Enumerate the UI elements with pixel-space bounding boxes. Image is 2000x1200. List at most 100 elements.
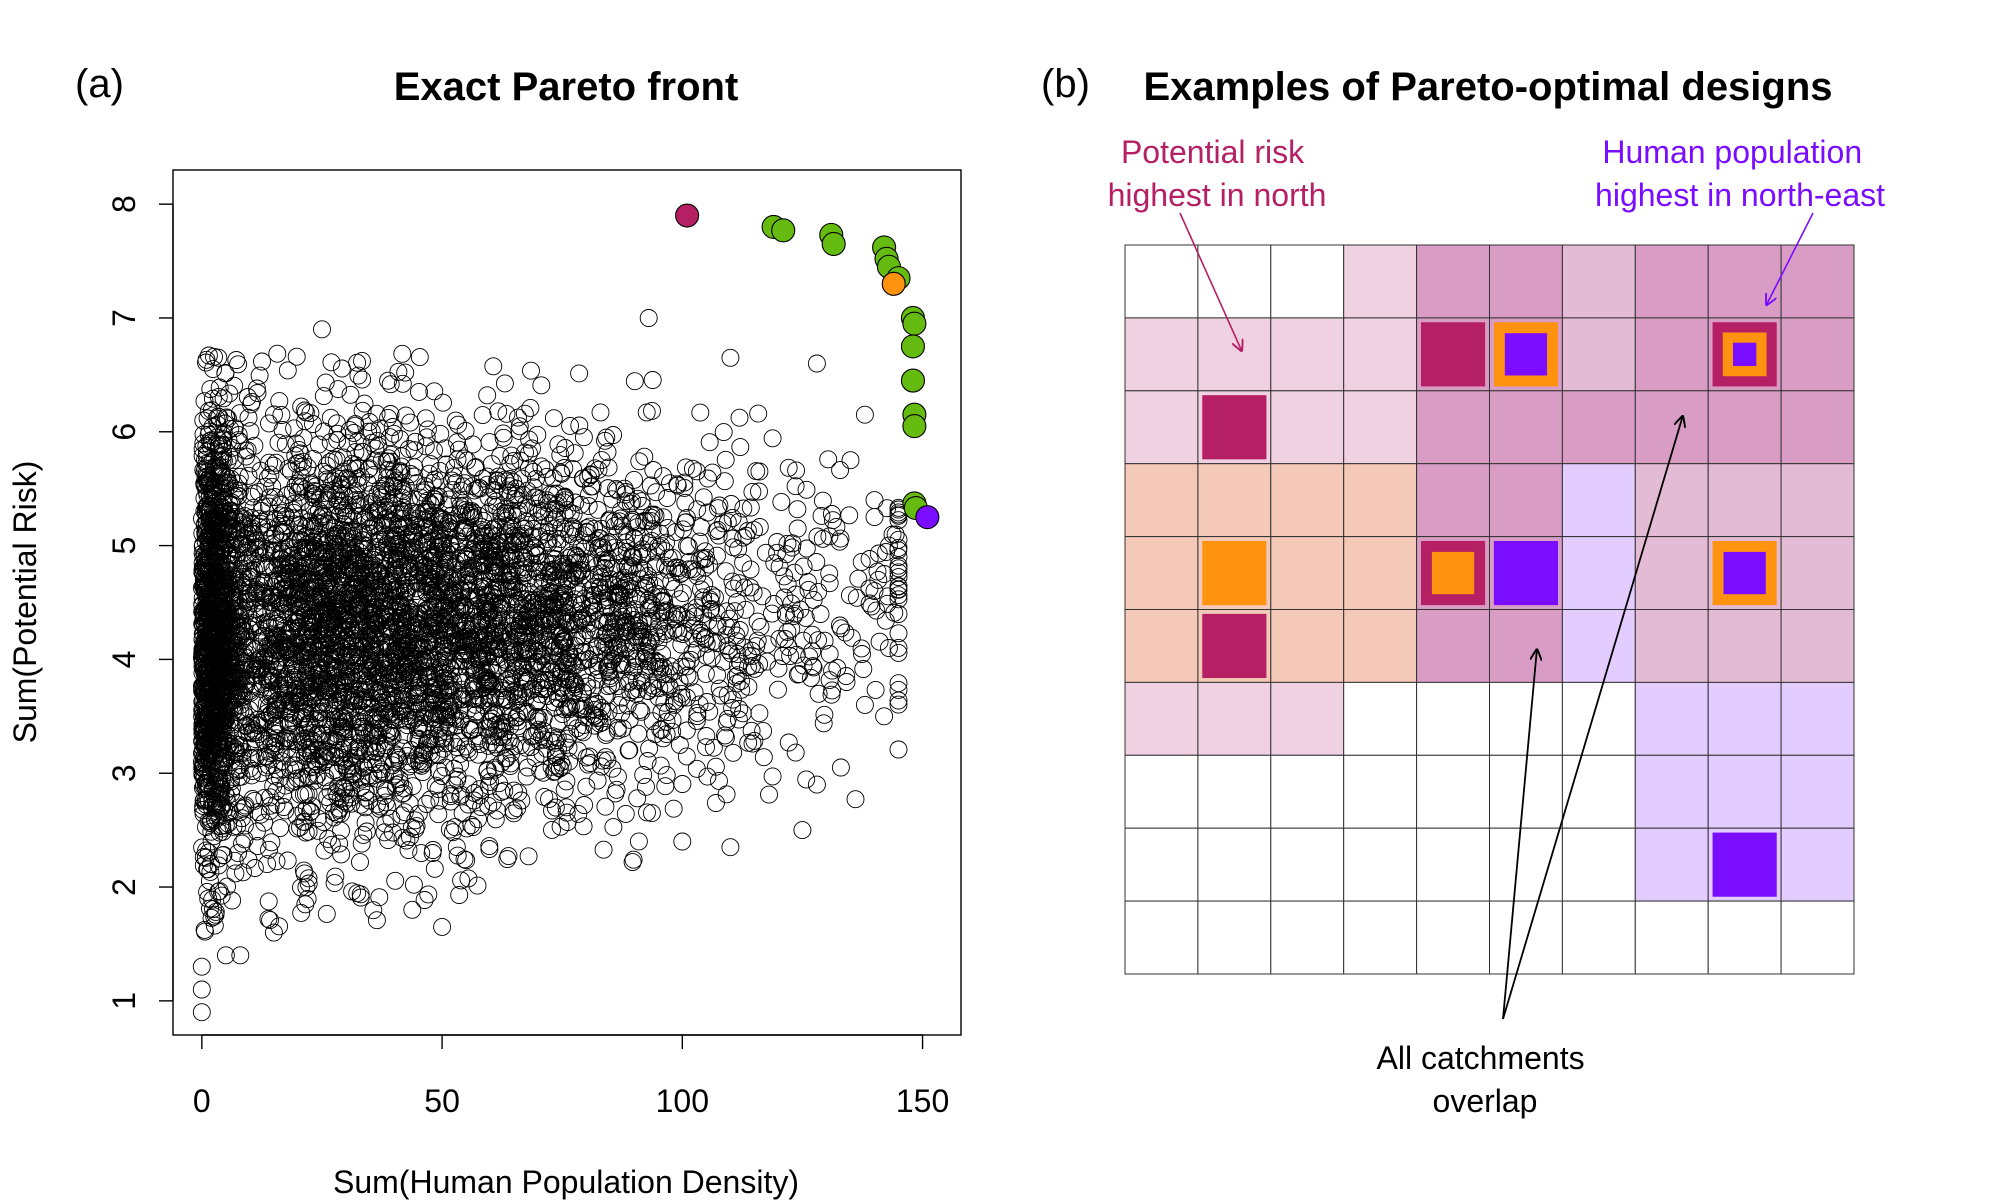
annotation-overlap-line-2: overlap (1433, 1083, 1538, 1119)
pareto-front-point (900, 368, 926, 393)
y-tick-label: 4 (106, 651, 142, 669)
grid-cell (1124, 390, 1199, 465)
grid-cell (1561, 609, 1636, 683)
site-marker (1493, 540, 1559, 606)
grid-cell (1416, 681, 1490, 756)
grid-cell (1343, 754, 1418, 829)
grid-cell (1416, 609, 1490, 683)
grid-cell (1270, 536, 1345, 610)
site-marker (1420, 322, 1486, 387)
annotation-population-line-1: Human population (1602, 134, 1862, 170)
grid-cell (1124, 536, 1199, 610)
site-marker (1712, 832, 1777, 897)
grid-cell (1343, 317, 1418, 392)
grid-cell (1197, 827, 1272, 902)
grid-cell (1489, 390, 1563, 465)
y-tick-label: 5 (106, 537, 142, 555)
grid-cell (1561, 317, 1636, 392)
grid-cell (1124, 244, 1199, 319)
grid-cell (1634, 463, 1709, 538)
grid-cell (1780, 536, 1855, 610)
grid-cell (1270, 754, 1345, 829)
grid-cell (1634, 827, 1709, 902)
grid-cell (1707, 390, 1782, 465)
grid-cell (1343, 536, 1418, 610)
grid-cell (1489, 609, 1563, 683)
grid-cell (1270, 463, 1345, 538)
grid-cell (1270, 827, 1345, 902)
grid-cell (1343, 900, 1418, 975)
annotation-risk-line-2: highest in north (1108, 177, 1327, 213)
grid-cell (1343, 609, 1418, 683)
grid-cell (1124, 609, 1199, 683)
grid-cell (1561, 390, 1636, 465)
grid-cell (1561, 754, 1636, 829)
grid-cell (1707, 463, 1782, 538)
grid-cell (1489, 827, 1563, 902)
grid-cell (1780, 609, 1855, 683)
scatter-panel: (a) Exact Pareto front 0 50 100 150 1 2 3 4 5 6 7… (7, 62, 962, 1200)
grid-markers (1202, 322, 1777, 897)
grid-cell (1780, 463, 1855, 538)
grid-cell (1634, 244, 1709, 319)
annotation-population-highest-north-east: Human population highest in north-east (1595, 134, 1885, 213)
grid-cell (1780, 681, 1855, 756)
grid-cell (1416, 390, 1490, 465)
grid-cell (1124, 317, 1199, 392)
grid-cell (1780, 827, 1855, 902)
grid-cell (1270, 900, 1345, 975)
grid-cell (1634, 536, 1709, 610)
grid-cell (1416, 463, 1490, 538)
grid-cell (1124, 827, 1199, 902)
grid-cell (1197, 244, 1272, 319)
grid-cell (1124, 754, 1199, 829)
grid-cell (1270, 390, 1345, 465)
grid-cell (1489, 244, 1563, 319)
grid-cell (1343, 390, 1418, 465)
grid-cell (1416, 827, 1490, 902)
scatter-series (675, 203, 940, 530)
site-marker (1202, 395, 1267, 460)
grid-cell (1416, 244, 1490, 319)
grid-cell (1561, 827, 1636, 902)
grid-cell (1197, 463, 1272, 538)
highlight-point (881, 271, 906, 296)
x-axis: 0 50 100 150 (193, 1034, 949, 1119)
grid-cell (1707, 244, 1782, 319)
pareto-front-point (900, 334, 926, 359)
y-tick-label: 2 (106, 878, 142, 896)
grid-cell (1343, 827, 1418, 902)
x-tick-label: 0 (193, 1083, 211, 1119)
grid-cell (1343, 463, 1418, 538)
design-panel: (b) Examples of Pareto-optimal designs P… (1041, 62, 1885, 1119)
site-marker (1493, 322, 1559, 387)
grid-cell (1124, 681, 1199, 756)
annotation-arrows (1179, 212, 1814, 1020)
grid-cell (1489, 463, 1563, 538)
grid-cell (1561, 900, 1636, 975)
population-arrow (1767, 212, 1814, 305)
grid-cell (1489, 681, 1563, 756)
grid-cell (1270, 609, 1345, 683)
grid-cell (1561, 463, 1636, 538)
grid-cell (1780, 900, 1855, 975)
scatter-cloud (192, 309, 908, 1022)
grid-cell (1270, 244, 1345, 319)
grid-cell (1707, 609, 1782, 683)
grid-cell (1489, 900, 1563, 975)
annotation-overlap-line-1: All catchments (1377, 1040, 1585, 1076)
highlight-point (675, 203, 700, 228)
grid-cell (1416, 754, 1490, 829)
grid-cell (1197, 900, 1272, 975)
pareto-front-point (902, 414, 927, 439)
scatter-cloud-points (192, 309, 908, 1022)
site-marker (1202, 540, 1267, 606)
y-axis-label: Sum(Potential Risk) (7, 461, 43, 744)
overlap-arrow (1502, 650, 1537, 1020)
pareto-front-point (771, 218, 796, 243)
y-axis: 1 2 3 4 5 6 7 8 (106, 195, 174, 1010)
pareto-front-point (902, 311, 927, 336)
grid-cell (1707, 754, 1782, 829)
grid-cell (1561, 536, 1636, 610)
